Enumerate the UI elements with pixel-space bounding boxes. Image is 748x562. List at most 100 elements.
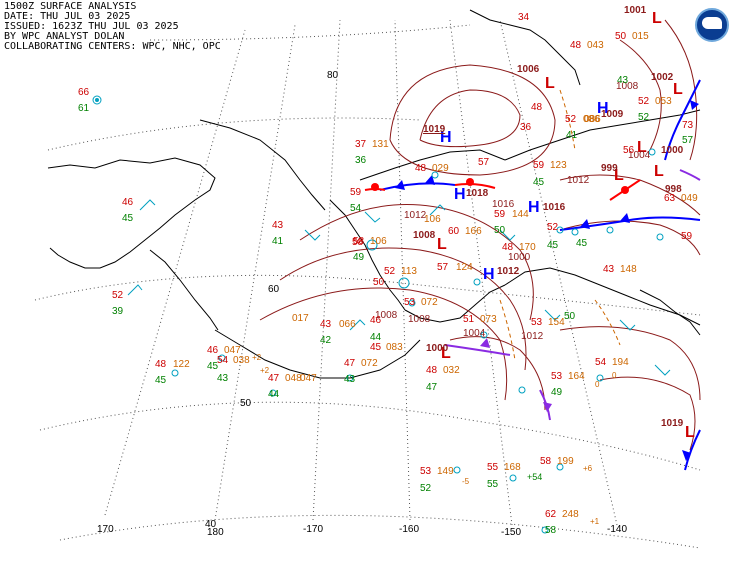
station-pressure: 072 bbox=[361, 358, 378, 369]
aleutian-chain bbox=[214, 329, 421, 379]
station-pressure: 029 bbox=[432, 163, 449, 174]
station-temperature: 50 bbox=[373, 277, 385, 288]
station-pressure: 154 bbox=[548, 317, 565, 328]
station-temperature: 62 bbox=[545, 509, 557, 520]
wind-barb bbox=[429, 204, 446, 216]
isobar-label: 1016 bbox=[492, 199, 515, 210]
station-pressure: 038 bbox=[233, 355, 250, 366]
cold-front-triangle bbox=[395, 180, 405, 190]
isobar bbox=[299, 203, 534, 321]
high-pressure-symbol: H bbox=[528, 199, 540, 216]
station-dewpoint: 45 bbox=[122, 213, 134, 224]
longitude-label: -140 bbox=[607, 524, 627, 535]
station-marker bbox=[596, 374, 604, 382]
station-marker bbox=[92, 95, 102, 105]
graticule-labels: 80 60 50 40 170 180 -170 -160 -150 -140 bbox=[97, 70, 627, 538]
isobar bbox=[559, 326, 701, 401]
station-pressure: 144 bbox=[512, 209, 529, 220]
low-pressure-symbol: L bbox=[545, 75, 555, 92]
latitude-circle-60 bbox=[34, 274, 701, 316]
station-temperature: 73 bbox=[682, 120, 694, 131]
warm-fronts bbox=[364, 178, 641, 201]
station-temperature: 60 bbox=[448, 226, 460, 237]
low-pressure-symbol: L bbox=[614, 167, 624, 184]
longitude-label: -170 bbox=[303, 524, 323, 535]
latitude-circle-40 bbox=[59, 514, 701, 549]
station-temperature: 52 bbox=[547, 222, 559, 233]
station-tendency: +54 bbox=[527, 472, 542, 482]
wind-barb bbox=[349, 319, 366, 331]
isobar bbox=[279, 247, 527, 371]
isobar-label: 1012 bbox=[404, 210, 427, 221]
station-dewpoint: 44 bbox=[268, 389, 280, 400]
isobar-label: 1012 bbox=[521, 331, 544, 342]
station-pressure: 106 bbox=[370, 236, 387, 247]
meridian-160w bbox=[394, 19, 411, 521]
station-tendency: +2 bbox=[260, 366, 270, 375]
station-pressure: 086 bbox=[584, 114, 601, 125]
isobar bbox=[419, 89, 521, 148]
station-temperature: 53 bbox=[551, 371, 563, 382]
station-temperature: 63 bbox=[664, 193, 676, 204]
cold-front-triangle bbox=[620, 213, 630, 223]
station-pressure: 073 bbox=[480, 314, 497, 325]
station-marker bbox=[571, 228, 579, 236]
station-temperature: 47 bbox=[268, 373, 280, 384]
station-temperature: 66 bbox=[78, 87, 90, 98]
station-temperature: 58 bbox=[352, 237, 364, 248]
gulf-of-alaska-coast bbox=[504, 267, 701, 326]
station-dewpoint: 49 bbox=[551, 387, 563, 398]
occluded-front-symbol bbox=[543, 402, 552, 412]
noaa-logo-icon bbox=[695, 8, 729, 42]
station-pressure: 015 bbox=[632, 31, 649, 42]
station-dewpoint: 55 bbox=[487, 479, 499, 490]
station-marker bbox=[656, 233, 664, 241]
pressure-center-value: 1009 bbox=[601, 109, 624, 120]
meridian-170w bbox=[312, 19, 341, 521]
station-pressure: 106 bbox=[424, 214, 441, 225]
station-dewpoint: 61 bbox=[78, 103, 90, 114]
station-pressure: 113 bbox=[401, 266, 417, 277]
station-dewpoint: 49 bbox=[353, 252, 365, 263]
pressure-center-value: 1018 bbox=[466, 188, 489, 199]
pressure-centers: H H H H H L L L L L L L L L bbox=[437, 10, 695, 441]
station-dewpoint: 52 bbox=[638, 112, 650, 123]
isobar bbox=[619, 39, 662, 151]
station-dewpoint: 45 bbox=[207, 361, 219, 372]
southeast-alaska-coast bbox=[639, 289, 701, 336]
isobar-label: 1008 bbox=[408, 314, 431, 325]
station-dewpoint: 45 bbox=[547, 240, 559, 251]
latitude-label: 50 bbox=[240, 398, 252, 409]
station-temperature: 59 bbox=[533, 160, 545, 171]
isobars bbox=[259, 19, 701, 451]
warm-front-bump bbox=[371, 183, 379, 191]
station-temperature: 59 bbox=[350, 187, 362, 198]
station-tendency: +6 bbox=[583, 464, 593, 473]
low-pressure-symbol: L bbox=[637, 139, 647, 156]
station-dewpoint: 45 bbox=[155, 375, 167, 386]
chukotka-coast bbox=[199, 119, 326, 211]
station-temperature: 52 bbox=[384, 266, 396, 277]
station-dewpoint: 43 bbox=[617, 75, 629, 86]
alaska-north-coast bbox=[359, 149, 506, 181]
high-pressure-symbol: H bbox=[597, 100, 609, 117]
isobar-label: 1004 bbox=[628, 150, 651, 161]
noaa-logo-bird bbox=[702, 17, 722, 29]
isobar-labels: 1012 1016 1004 1012 1008 1008 1012 1000 … bbox=[375, 81, 651, 342]
longitude-label: 170 bbox=[97, 524, 114, 535]
wind-barb bbox=[654, 364, 671, 376]
station-pressure: 086 bbox=[583, 114, 600, 125]
station-pressure: 083 bbox=[386, 342, 403, 353]
station-marker bbox=[541, 526, 549, 534]
station-temperature: 52 bbox=[638, 96, 650, 107]
station-marker bbox=[518, 386, 526, 394]
cold-front-line bbox=[379, 182, 456, 191]
low-pressure-symbol: L bbox=[654, 163, 664, 180]
station-pressure: 248 bbox=[562, 509, 579, 520]
station-markers bbox=[92, 95, 664, 534]
latitude-label: 40 bbox=[205, 519, 217, 530]
station-marker bbox=[398, 277, 410, 289]
station-tendency: +2 bbox=[252, 353, 262, 362]
canadian-archipelago bbox=[469, 9, 581, 86]
station-temperature: 47 bbox=[344, 358, 356, 369]
